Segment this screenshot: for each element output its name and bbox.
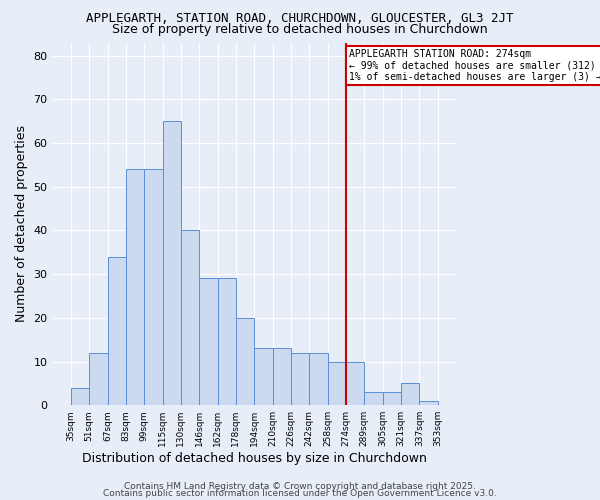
X-axis label: Distribution of detached houses by size in Churchdown: Distribution of detached houses by size … — [82, 452, 427, 465]
Bar — [291, 353, 310, 405]
Bar — [254, 348, 272, 405]
Text: Contains public sector information licensed under the Open Government Licence v3: Contains public sector information licen… — [103, 489, 497, 498]
Bar — [126, 169, 144, 405]
Bar — [71, 388, 89, 405]
Bar — [199, 278, 218, 405]
Bar — [310, 353, 328, 405]
Bar — [328, 362, 346, 405]
Text: APPLEGARTH, STATION ROAD, CHURCHDOWN, GLOUCESTER, GL3 2JT: APPLEGARTH, STATION ROAD, CHURCHDOWN, GL… — [86, 12, 514, 26]
Bar — [272, 348, 291, 405]
Text: Size of property relative to detached houses in Churchdown: Size of property relative to detached ho… — [112, 22, 488, 36]
Bar — [89, 353, 107, 405]
Bar — [419, 401, 437, 405]
Bar — [144, 169, 163, 405]
Bar — [181, 230, 199, 405]
Bar — [401, 384, 419, 405]
Bar — [364, 392, 383, 405]
Y-axis label: Number of detached properties: Number of detached properties — [15, 126, 28, 322]
Bar — [383, 392, 401, 405]
Bar — [163, 121, 181, 405]
Bar — [107, 256, 126, 405]
Bar — [346, 362, 364, 405]
Bar — [218, 278, 236, 405]
Bar — [236, 318, 254, 405]
Text: APPLEGARTH STATION ROAD: 274sqm
← 99% of detached houses are smaller (312)
1% of: APPLEGARTH STATION ROAD: 274sqm ← 99% of… — [349, 49, 600, 82]
Text: Contains HM Land Registry data © Crown copyright and database right 2025.: Contains HM Land Registry data © Crown c… — [124, 482, 476, 491]
